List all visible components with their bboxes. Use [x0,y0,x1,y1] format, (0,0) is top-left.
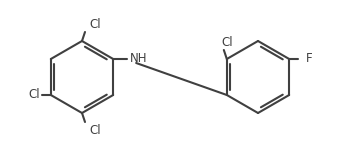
Text: Cl: Cl [28,89,40,102]
Text: Cl: Cl [221,35,233,49]
Text: Cl: Cl [89,18,101,31]
Text: NH: NH [130,51,148,64]
Text: F: F [306,53,313,66]
Text: Cl: Cl [89,124,101,137]
